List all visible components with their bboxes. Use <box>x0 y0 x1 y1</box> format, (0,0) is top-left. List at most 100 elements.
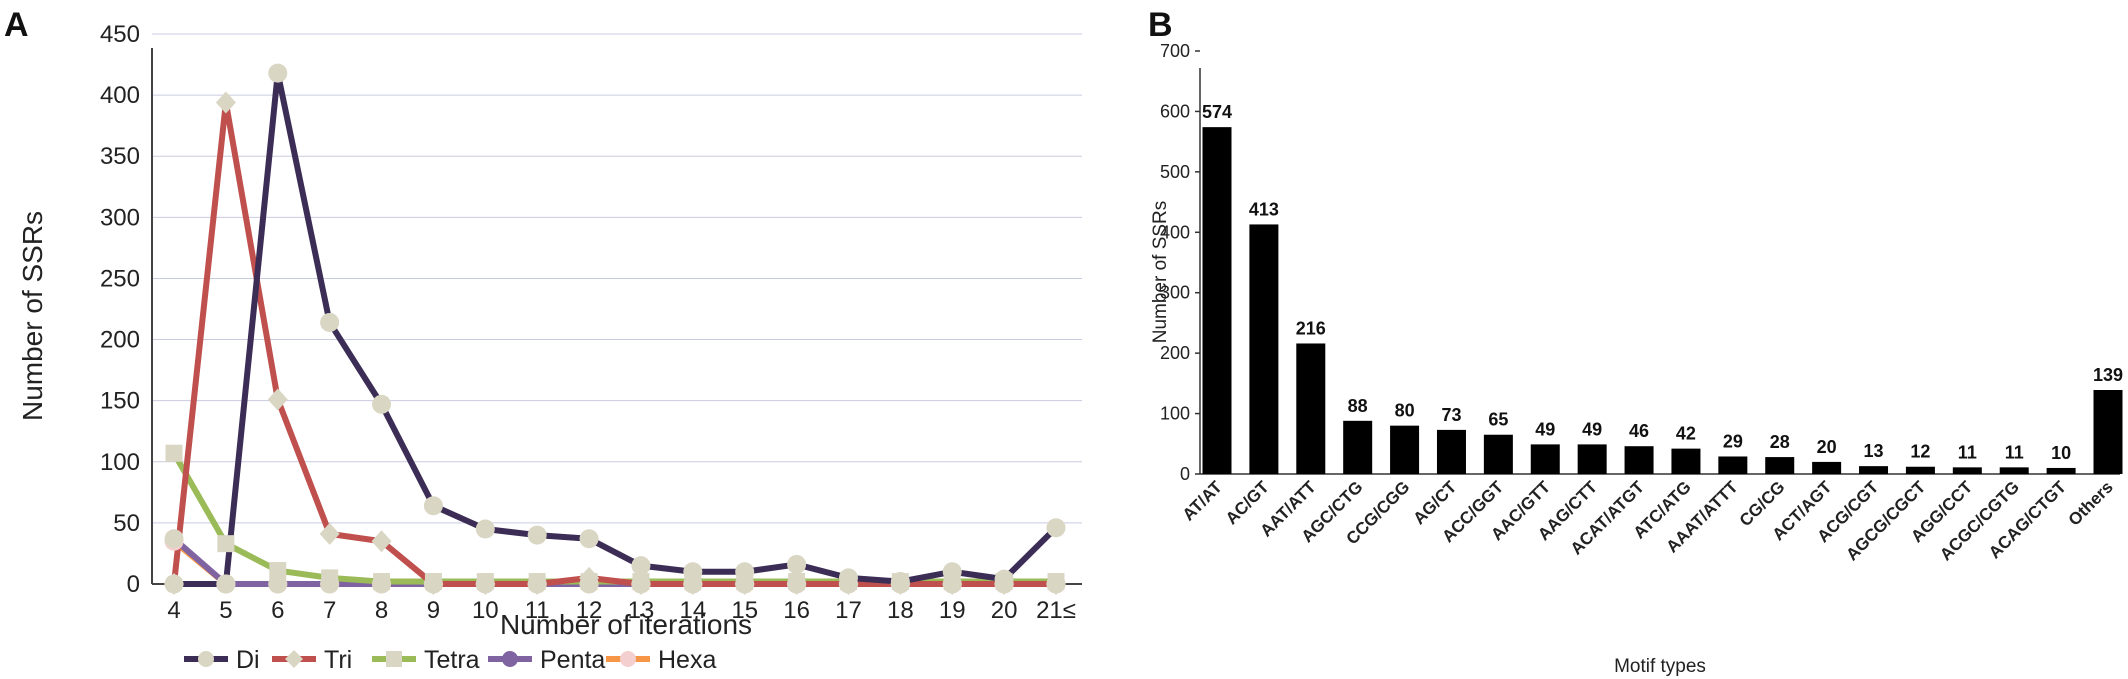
y-tick-label: 0 <box>1180 464 1190 484</box>
legend-marker <box>386 651 402 667</box>
x-tick-label: 10 <box>472 597 499 624</box>
bar <box>1202 127 1232 474</box>
series-line-tri <box>171 99 1059 587</box>
bar-value-label: 42 <box>1676 424 1696 444</box>
y-tick-label: 350 <box>100 143 140 170</box>
y-tick-label: 600 <box>1160 101 1190 121</box>
y-tick-label: 200 <box>100 327 140 354</box>
data-point <box>475 573 496 595</box>
bar-value-label: 80 <box>1395 401 1415 421</box>
legend-item-hexa: Hexa <box>606 646 716 674</box>
data-point <box>165 444 183 462</box>
panel-b-y-axis-title: Number of SSRs <box>1150 201 1171 344</box>
data-point <box>215 91 236 114</box>
legend-item-tri: Tri <box>272 646 352 674</box>
panel-a-label: A <box>4 6 29 44</box>
bar <box>1436 429 1466 474</box>
bar <box>1905 466 1935 474</box>
series-markers-di <box>164 63 1066 594</box>
panel-a-y-tick-labels: 0 50 100 150 200 250 300 350 400 450 <box>100 21 140 598</box>
bar-value-label: 46 <box>1629 421 1649 441</box>
panel-b-category-labels: AT/ATAC/GTAAT/ATTAGC/CTGCCG/CGGAG/CTACC/… <box>1179 477 2117 564</box>
y-tick-label: 700 <box>1160 41 1190 61</box>
bar-value-label: 10 <box>2051 443 2071 463</box>
panel-b-axes <box>1199 68 2120 475</box>
bar-value-label: 73 <box>1441 405 1461 425</box>
bar-value-label: 13 <box>1864 441 1884 461</box>
data-point <box>683 562 703 582</box>
legend-label: Tetra <box>424 646 480 674</box>
bar-value-label: 49 <box>1582 419 1602 439</box>
panel-b-y-tick-labels: 0 100 200 300 400 500 600 700 <box>1160 41 1200 484</box>
data-point <box>321 569 339 587</box>
bar <box>1483 434 1513 474</box>
series-di <box>171 70 1059 587</box>
bar <box>2093 390 2123 474</box>
bar-value-label: 139 <box>2093 365 2123 385</box>
x-tick-label: 17 <box>835 597 862 624</box>
data-point <box>217 535 235 553</box>
x-tick-label: 14 <box>679 597 706 624</box>
data-point <box>630 573 651 595</box>
bar-value-label: 413 <box>1249 199 1279 219</box>
data-point <box>216 574 236 594</box>
bar-value-label: 11 <box>1958 442 1977 462</box>
legend-marker <box>285 650 303 668</box>
x-tick-label: 19 <box>939 597 966 624</box>
bar <box>1671 448 1701 474</box>
data-point <box>786 573 807 595</box>
bar <box>1999 467 2029 474</box>
x-tick-label: 11 <box>525 597 550 624</box>
bar <box>1577 444 1607 474</box>
data-point <box>164 529 184 549</box>
bar-value-label: 49 <box>1535 419 1555 439</box>
panel-b-label: B <box>1148 6 1173 44</box>
bar <box>1390 425 1420 474</box>
bar-value-label: 29 <box>1723 431 1743 451</box>
data-point <box>423 496 443 516</box>
data-point <box>475 519 495 539</box>
panel-a-x-tick-labels: 4 5 6 7 8 9 10 11 12 13 14 15 16 17 18 19 20 21≤ <box>167 597 1076 624</box>
x-tick-label: 5 <box>219 597 232 624</box>
legend-marker <box>198 651 214 667</box>
bar <box>2046 467 2076 474</box>
data-point <box>319 522 340 545</box>
data-point <box>373 573 391 591</box>
x-tick-label: 8 <box>375 597 388 624</box>
x-tick-label: 16 <box>783 597 810 624</box>
panel-a-line-chart: A 0 50 100 150 200 250 300 350 400 450 4 5 6 7 8 9 10 11… <box>4 6 1082 674</box>
bar <box>1952 467 1982 474</box>
data-point <box>735 562 755 582</box>
x-tick-label: 7 <box>323 597 336 624</box>
y-tick-label: 50 <box>113 510 140 537</box>
y-tick-label: 450 <box>100 21 140 48</box>
bar-value-label: 12 <box>1910 442 1930 462</box>
data-point <box>423 573 444 595</box>
y-tick-label: 100 <box>1160 404 1190 424</box>
data-point <box>267 388 288 411</box>
bar <box>1530 444 1560 474</box>
bar <box>1296 343 1326 474</box>
x-tick-label: 9 <box>427 597 440 624</box>
bar <box>1812 461 1842 474</box>
bar <box>1249 224 1279 474</box>
y-tick-label: 300 <box>100 204 140 231</box>
data-point <box>579 529 599 549</box>
y-tick-label: 400 <box>1160 222 1190 242</box>
bar <box>1765 457 1795 474</box>
bar <box>1343 420 1373 474</box>
bar-value-label: 574 <box>1202 102 1232 122</box>
data-point <box>942 562 962 582</box>
data-point <box>1046 518 1066 538</box>
data-point <box>1046 573 1066 595</box>
panel-b-bar-chart: B 0 100 200 300 400 500 600 700 574 413 216 88 80 73… <box>1148 6 2123 677</box>
panel-a-legend: Di Tri Tetra Penta Hexa <box>184 646 716 674</box>
y-tick-label: 0 <box>127 571 140 598</box>
data-point <box>268 63 288 83</box>
category-label: Others <box>2065 477 2117 529</box>
legend-marker <box>620 651 636 667</box>
bar <box>1718 456 1748 474</box>
data-point <box>268 574 288 594</box>
series-line-di <box>171 70 1059 587</box>
